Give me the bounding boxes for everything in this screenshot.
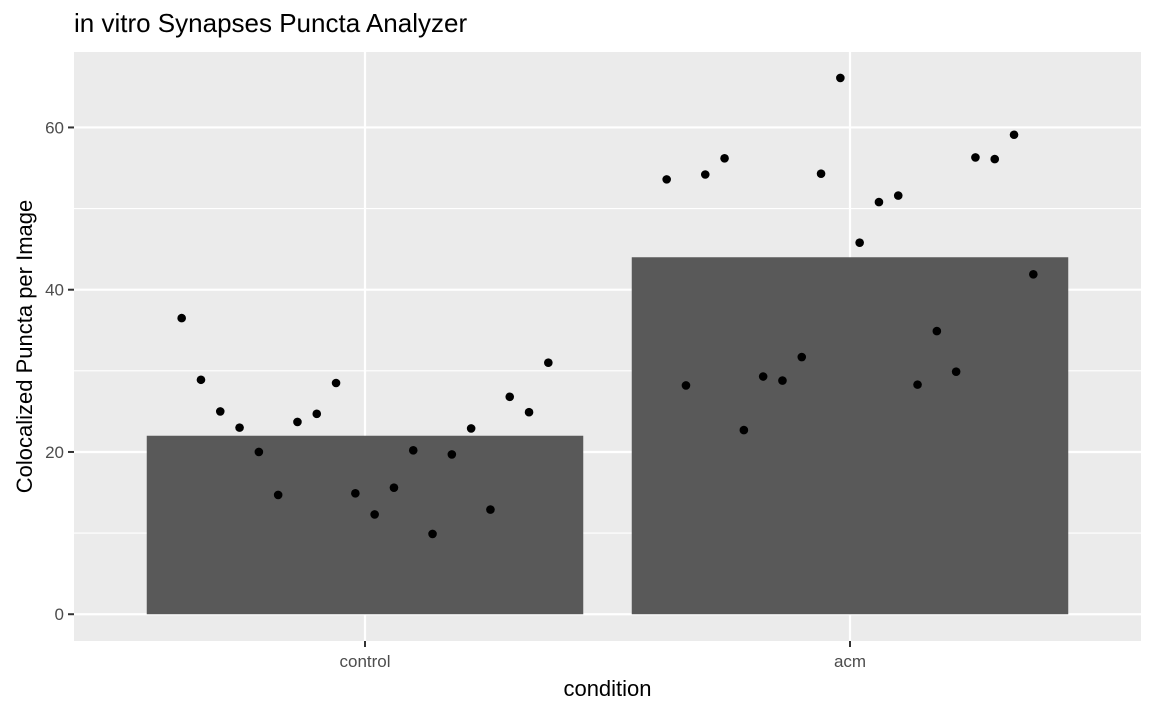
data-point [739, 425, 749, 435]
data-point [971, 153, 980, 162]
data-point [662, 175, 671, 184]
data-point [331, 378, 341, 388]
data-point [893, 191, 903, 200]
data-point [505, 392, 515, 402]
y-tick-label: 20 [45, 443, 64, 462]
y-tick-label: 0 [55, 605, 64, 624]
data-point [990, 154, 1000, 164]
data-point [913, 380, 922, 389]
y-tick-label: 60 [45, 118, 64, 137]
data-point [524, 407, 534, 417]
data-point [235, 423, 244, 432]
data-point [408, 446, 418, 455]
bar-acm [631, 257, 1069, 615]
data-point [177, 313, 186, 323]
data-point [466, 424, 476, 433]
data-point [778, 376, 787, 385]
x-tick-label: acm [834, 652, 866, 671]
data-point [855, 238, 864, 247]
data-point [273, 490, 283, 500]
data-point [486, 505, 495, 514]
data-point [351, 489, 360, 498]
y-tick-label: 40 [45, 281, 64, 300]
data-point [836, 73, 845, 83]
data-point [389, 483, 399, 492]
chart-title: in vitro Synapses Puncta Analyzer [74, 8, 468, 38]
data-point [720, 153, 729, 163]
data-point [681, 381, 691, 390]
x-axis-title: condition [563, 676, 651, 701]
data-point [932, 326, 942, 336]
data-point [951, 367, 961, 376]
y-axis-title: Colocalized Puncta per Image [12, 200, 37, 494]
data-point [196, 375, 206, 385]
data-point [816, 169, 826, 178]
data-point [797, 352, 807, 362]
bar-control [146, 435, 584, 615]
data-point [1029, 269, 1038, 279]
data-point [447, 450, 457, 459]
data-point [874, 197, 884, 207]
data-point [293, 417, 302, 427]
x-tick-label: control [339, 652, 390, 671]
data-point [1009, 130, 1019, 140]
data-point [312, 409, 322, 419]
data-point [428, 529, 437, 539]
data-point [254, 447, 264, 457]
data-point [700, 170, 710, 179]
data-point [544, 358, 553, 368]
data-point [758, 372, 768, 381]
data-point [215, 407, 225, 416]
data-point [370, 510, 379, 519]
